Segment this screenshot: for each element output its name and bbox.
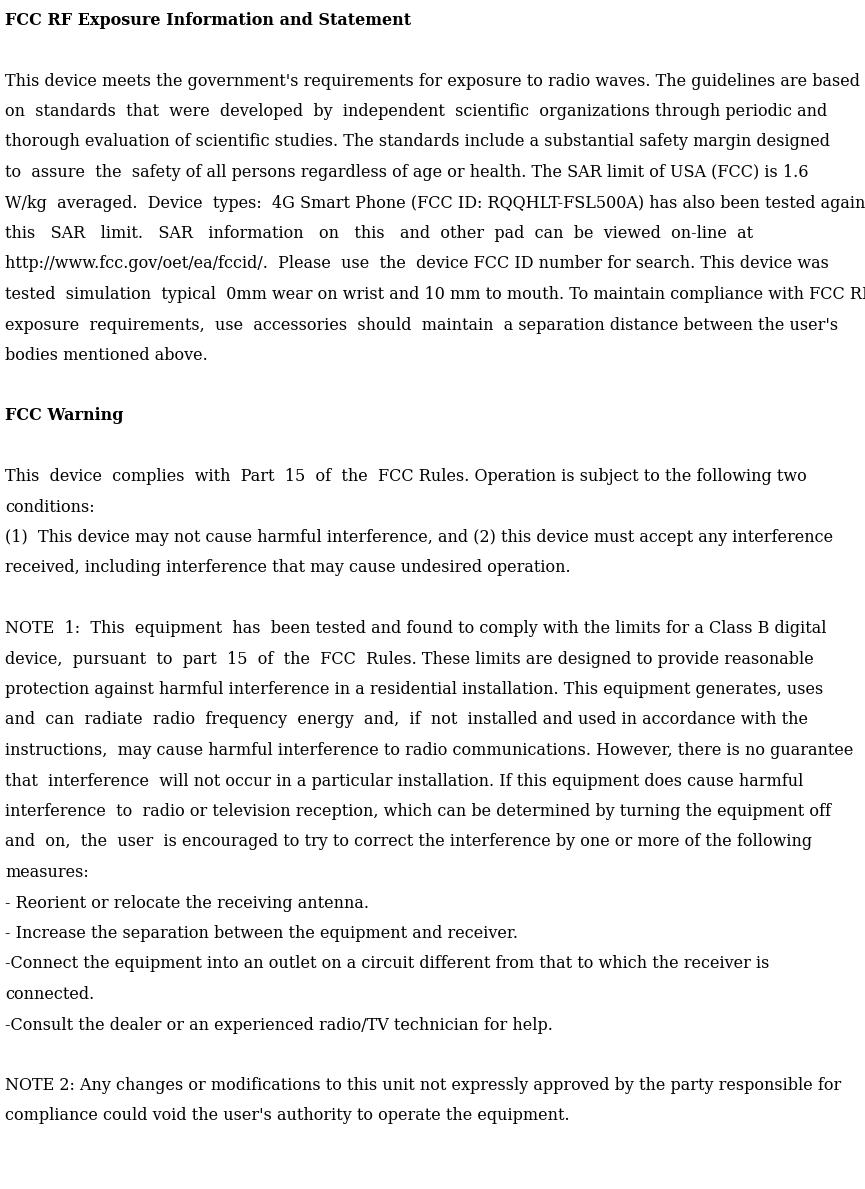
- Text: tested  simulation  typical  0mm wear on wrist and 10 mm to mouth. To maintain c: tested simulation typical 0mm wear on wr…: [5, 287, 865, 303]
- Text: and  on,  the  user  is encouraged to try to correct the interference by one or : and on, the user is encouraged to try to…: [5, 833, 812, 850]
- Text: instructions,  may cause harmful interference to radio communications. However, : instructions, may cause harmful interfer…: [5, 742, 854, 759]
- Text: - Increase the separation between the equipment and receiver.: - Increase the separation between the eq…: [5, 925, 518, 942]
- Text: protection against harmful interference in a residential installation. This equi: protection against harmful interference …: [5, 681, 823, 698]
- Text: -Consult the dealer or an experienced radio/TV technician for help.: -Consult the dealer or an experienced ra…: [5, 1017, 553, 1033]
- Text: NOTE  1:  This  equipment  has  been tested and found to comply with the limits : NOTE 1: This equipment has been tested a…: [5, 619, 826, 637]
- Text: connected.: connected.: [5, 986, 94, 1004]
- Text: This  device  complies  with  Part  15  of  the  FCC Rules. Operation is subject: This device complies with Part 15 of the…: [5, 468, 807, 485]
- Text: FCC RF Exposure Information and Statement: FCC RF Exposure Information and Statemen…: [5, 12, 411, 29]
- Text: device,  pursuant  to  part  15  of  the  FCC  Rules. These limits are designed : device, pursuant to part 15 of the FCC R…: [5, 650, 814, 667]
- Text: and  can  radiate  radio  frequency  energy  and,  if  not  installed and used i: and can radiate radio frequency energy a…: [5, 711, 808, 729]
- Text: thorough evaluation of scientific studies. The standards include a substantial s: thorough evaluation of scientific studie…: [5, 133, 830, 151]
- Text: This device meets the government's requirements for exposure to radio waves. The: This device meets the government's requi…: [5, 73, 860, 89]
- Text: W/kg  averaged.  Device  types:  4G Smart Phone (FCC ID: RQQHLT-FSL500A) has als: W/kg averaged. Device types: 4G Smart Ph…: [5, 195, 865, 212]
- Text: (1)  This device may not cause harmful interference, and (2) this device must ac: (1) This device may not cause harmful in…: [5, 529, 833, 546]
- Text: http://www.fcc.gov/oet/ea/fccid/.  Please  use  the  device FCC ID number for se: http://www.fcc.gov/oet/ea/fccid/. Please…: [5, 256, 829, 272]
- Text: this   SAR   limit.   SAR   information   on   this   and  other  pad  can  be  : this SAR limit. SAR information on this …: [5, 225, 764, 243]
- Text: on  standards  that  were  developed  by  independent  scientific  organizations: on standards that were developed by inde…: [5, 103, 827, 120]
- Text: exposure  requirements,  use  accessories  should  maintain  a separation distan: exposure requirements, use accessories s…: [5, 316, 838, 333]
- Text: to  assure  the  safety of all persons regardless of age or health. The SAR limi: to assure the safety of all persons rega…: [5, 164, 809, 181]
- Text: FCC Warning: FCC Warning: [5, 408, 124, 424]
- Text: conditions:: conditions:: [5, 498, 94, 516]
- Text: bodies mentioned above.: bodies mentioned above.: [5, 347, 208, 364]
- Text: received, including interference that may cause undesired operation.: received, including interference that ma…: [5, 560, 571, 577]
- Text: compliance could void the user's authority to operate the equipment.: compliance could void the user's authori…: [5, 1107, 570, 1125]
- Text: interference  to  radio or television reception, which can be determined by turn: interference to radio or television rece…: [5, 803, 831, 820]
- Text: - Reorient or relocate the receiving antenna.: - Reorient or relocate the receiving ant…: [5, 894, 369, 912]
- Text: -Connect the equipment into an outlet on a circuit different from that to which : -Connect the equipment into an outlet on…: [5, 956, 769, 973]
- Text: NOTE 2: Any changes or modifications to this unit not expressly approved by the : NOTE 2: Any changes or modifications to …: [5, 1077, 842, 1094]
- Text: measures:: measures:: [5, 864, 89, 881]
- Text: that  interference  will not occur in a particular installation. If this equipme: that interference will not occur in a pa…: [5, 773, 804, 789]
